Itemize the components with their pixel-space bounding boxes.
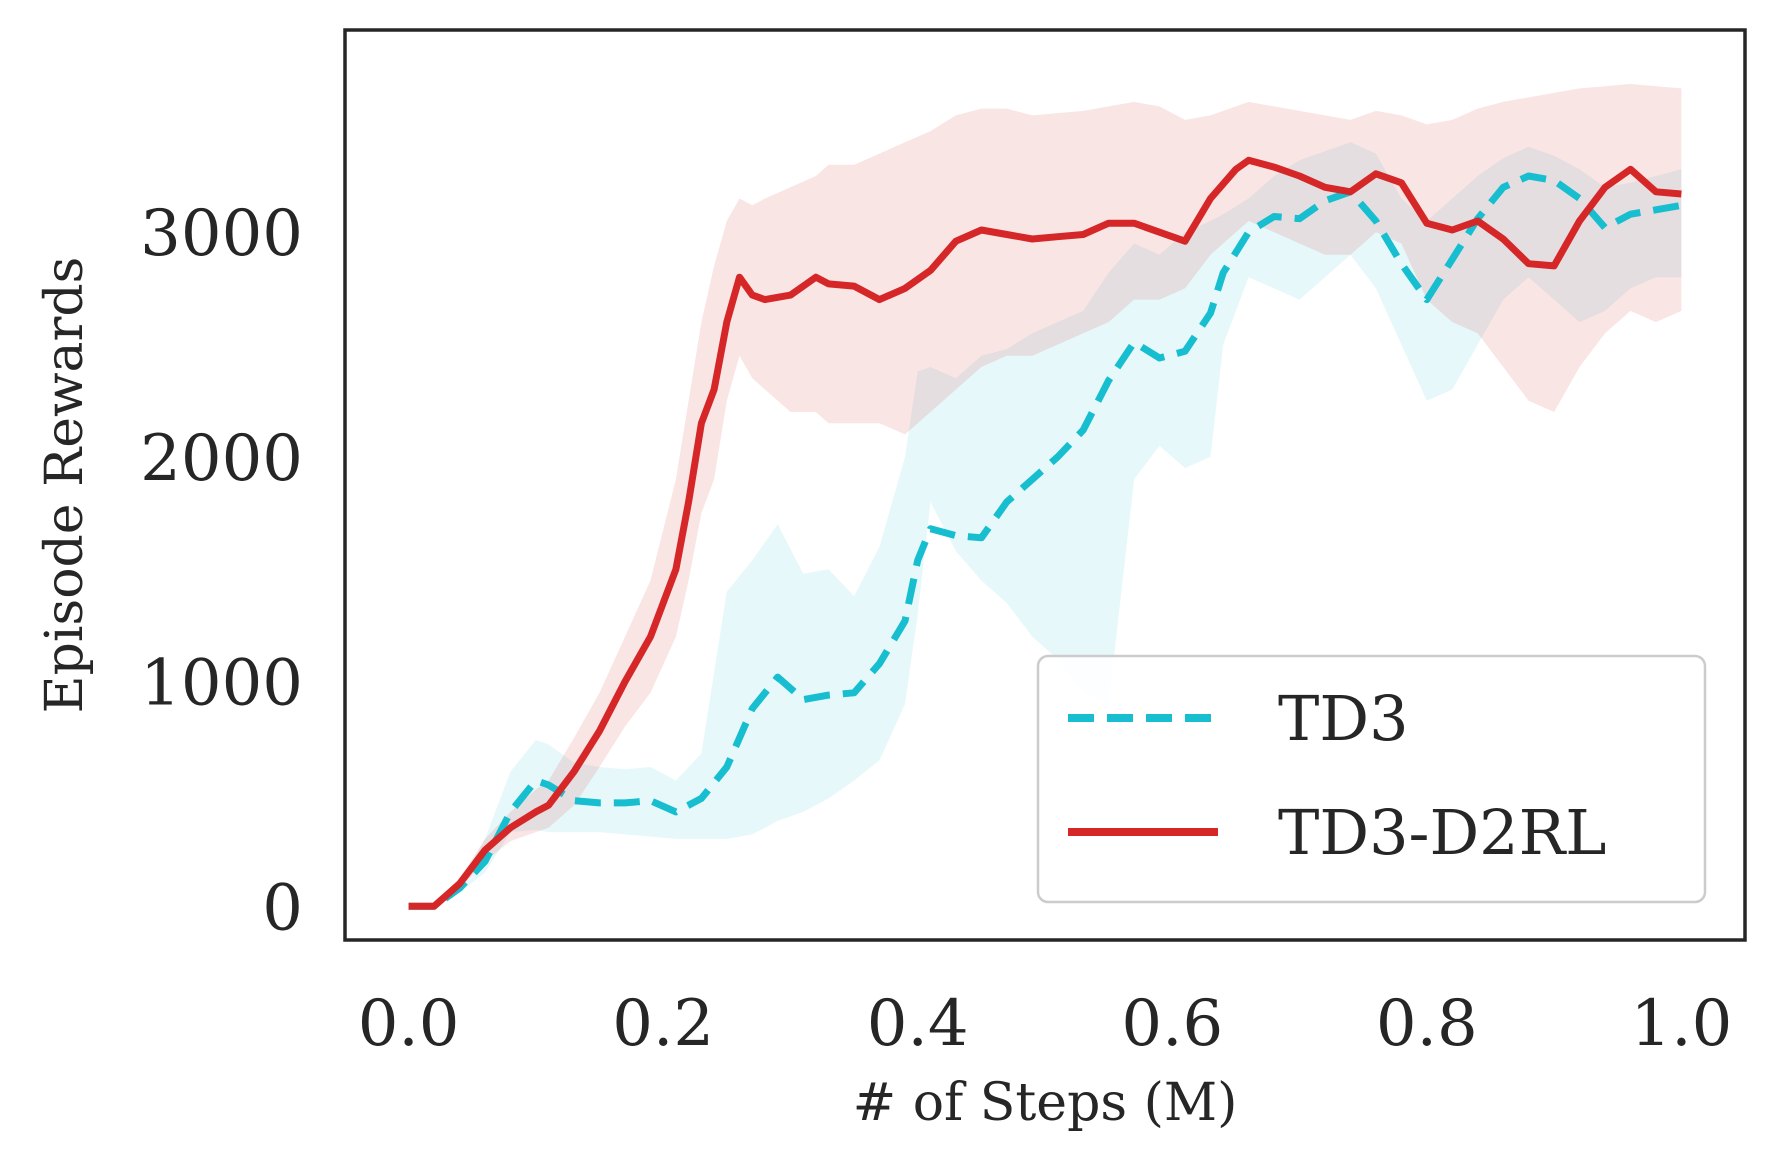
x-tick-label: 0.0	[358, 987, 460, 1061]
line-td3-d2rl	[408, 156, 1682, 910]
y-tick-label: 1000	[140, 647, 303, 721]
legend-label-td3: TD3	[1278, 682, 1409, 755]
x-axis-label: # of Steps (M)	[853, 1073, 1238, 1133]
y-tick-label: 2000	[140, 422, 303, 496]
y-tick-label: 0	[262, 871, 303, 945]
x-tick-label: 0.2	[612, 987, 714, 1061]
band-td3-d2rl	[408, 83, 1682, 907]
x-tick-label: 0.8	[1376, 987, 1478, 1061]
x-tick-label: 1.0	[1631, 987, 1733, 1061]
line-td3	[408, 172, 1683, 910]
legend: TD3 TD3-D2RL	[1036, 654, 1707, 904]
y-axis-label: Episode Rewards	[35, 257, 95, 714]
y-tick-label: 3000	[140, 197, 303, 271]
band-td3	[408, 142, 1682, 907]
confidence-bands	[408, 83, 1682, 907]
x-tick-label: 0.6	[1121, 987, 1223, 1061]
x-axis-ticks: 0.0 0.2 0.4 0.6 0.8 1.0	[358, 987, 1733, 1061]
series-lines	[408, 156, 1683, 910]
x-tick-label: 0.4	[867, 987, 969, 1061]
legend-label-td3-d2rl: TD3-D2RL	[1278, 796, 1606, 869]
plot-frame	[343, 28, 1747, 942]
y-axis-ticks: 0 1000 2000 3000	[140, 197, 303, 945]
